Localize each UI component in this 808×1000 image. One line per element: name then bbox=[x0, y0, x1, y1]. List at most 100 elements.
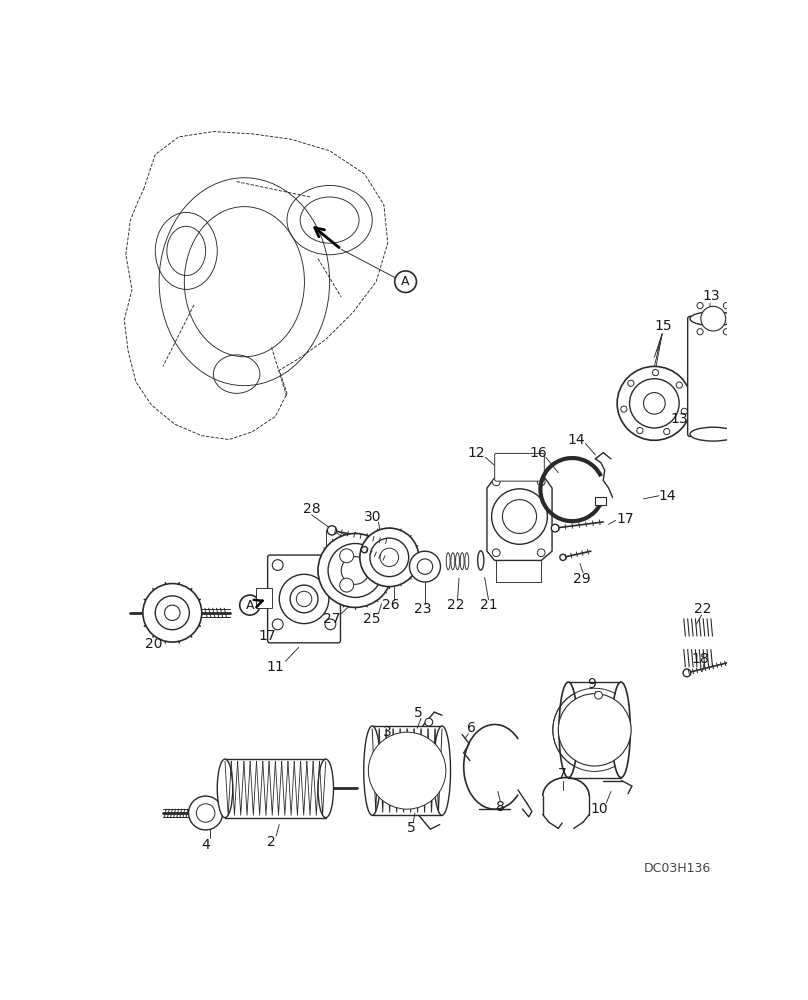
Circle shape bbox=[492, 549, 500, 557]
Circle shape bbox=[628, 380, 634, 386]
Circle shape bbox=[491, 489, 547, 544]
Circle shape bbox=[425, 718, 433, 726]
Text: 8: 8 bbox=[496, 800, 505, 814]
Circle shape bbox=[272, 619, 283, 630]
Circle shape bbox=[681, 408, 688, 414]
Circle shape bbox=[196, 804, 215, 822]
Circle shape bbox=[143, 584, 202, 642]
Circle shape bbox=[723, 329, 730, 335]
Text: 22: 22 bbox=[447, 598, 465, 612]
Circle shape bbox=[325, 619, 336, 630]
Circle shape bbox=[697, 303, 703, 309]
Circle shape bbox=[723, 303, 730, 309]
Ellipse shape bbox=[433, 726, 451, 815]
Text: 22: 22 bbox=[693, 602, 711, 616]
Text: 9: 9 bbox=[587, 677, 596, 691]
Circle shape bbox=[325, 560, 336, 570]
Circle shape bbox=[395, 271, 416, 292]
Circle shape bbox=[652, 370, 659, 376]
Bar bbox=[595, 497, 606, 505]
Text: 6: 6 bbox=[467, 721, 476, 735]
Circle shape bbox=[629, 379, 680, 428]
Text: 26: 26 bbox=[382, 598, 400, 612]
Circle shape bbox=[272, 560, 283, 570]
Circle shape bbox=[368, 732, 446, 809]
Circle shape bbox=[188, 796, 223, 830]
Text: 28: 28 bbox=[303, 502, 321, 516]
Circle shape bbox=[290, 585, 318, 613]
Circle shape bbox=[361, 547, 368, 553]
Ellipse shape bbox=[217, 759, 233, 818]
Circle shape bbox=[621, 406, 627, 412]
Circle shape bbox=[560, 554, 566, 560]
Text: 3: 3 bbox=[383, 725, 392, 739]
Circle shape bbox=[617, 366, 692, 440]
Text: 14: 14 bbox=[567, 433, 585, 447]
Text: 23: 23 bbox=[414, 602, 431, 616]
Circle shape bbox=[643, 393, 665, 414]
Text: 12: 12 bbox=[467, 446, 485, 460]
Text: 20: 20 bbox=[145, 637, 162, 651]
FancyBboxPatch shape bbox=[688, 316, 739, 436]
Circle shape bbox=[240, 595, 260, 615]
Circle shape bbox=[341, 557, 369, 584]
Text: 29: 29 bbox=[573, 572, 591, 586]
Text: 15: 15 bbox=[654, 319, 672, 333]
Circle shape bbox=[380, 548, 398, 567]
Text: 7: 7 bbox=[558, 768, 566, 782]
FancyBboxPatch shape bbox=[494, 453, 545, 481]
Text: 27: 27 bbox=[323, 612, 341, 626]
Text: 5: 5 bbox=[415, 706, 423, 720]
Ellipse shape bbox=[559, 682, 578, 778]
Circle shape bbox=[663, 429, 670, 435]
Text: 17: 17 bbox=[259, 629, 276, 643]
Text: 11: 11 bbox=[267, 660, 284, 674]
Text: 18: 18 bbox=[691, 652, 709, 666]
Circle shape bbox=[280, 574, 329, 624]
Circle shape bbox=[697, 329, 703, 335]
Circle shape bbox=[551, 524, 559, 532]
FancyBboxPatch shape bbox=[267, 555, 340, 643]
Circle shape bbox=[328, 544, 382, 597]
Text: 17: 17 bbox=[616, 512, 633, 526]
Circle shape bbox=[339, 578, 354, 592]
Circle shape bbox=[365, 564, 379, 577]
Ellipse shape bbox=[612, 682, 630, 778]
Text: 25: 25 bbox=[364, 612, 381, 626]
Circle shape bbox=[339, 549, 354, 563]
Text: 10: 10 bbox=[591, 802, 608, 816]
Circle shape bbox=[370, 538, 409, 577]
Ellipse shape bbox=[364, 726, 381, 815]
Polygon shape bbox=[487, 473, 552, 560]
Circle shape bbox=[537, 478, 545, 486]
Circle shape bbox=[410, 551, 440, 582]
Circle shape bbox=[503, 500, 537, 533]
Ellipse shape bbox=[690, 312, 737, 326]
Circle shape bbox=[492, 478, 500, 486]
Text: 13: 13 bbox=[703, 289, 721, 303]
Circle shape bbox=[165, 605, 180, 620]
Circle shape bbox=[637, 428, 643, 434]
Circle shape bbox=[701, 306, 726, 331]
Text: 16: 16 bbox=[529, 446, 547, 460]
Circle shape bbox=[360, 528, 419, 587]
Text: 30: 30 bbox=[364, 510, 381, 524]
Circle shape bbox=[297, 591, 312, 607]
Circle shape bbox=[683, 669, 691, 677]
Circle shape bbox=[155, 596, 189, 630]
Text: 13: 13 bbox=[671, 412, 688, 426]
Circle shape bbox=[739, 436, 747, 444]
Circle shape bbox=[537, 549, 545, 557]
Text: A: A bbox=[246, 599, 254, 612]
Text: 21: 21 bbox=[480, 598, 497, 612]
Circle shape bbox=[676, 382, 683, 388]
Text: 4: 4 bbox=[201, 838, 210, 852]
Circle shape bbox=[558, 694, 631, 766]
Circle shape bbox=[327, 526, 337, 535]
Circle shape bbox=[417, 559, 433, 574]
Text: A: A bbox=[402, 275, 410, 288]
Text: 14: 14 bbox=[658, 489, 675, 503]
Bar bbox=[256, 588, 271, 608]
Text: 5: 5 bbox=[406, 821, 415, 835]
Text: DC03H136: DC03H136 bbox=[643, 862, 711, 875]
